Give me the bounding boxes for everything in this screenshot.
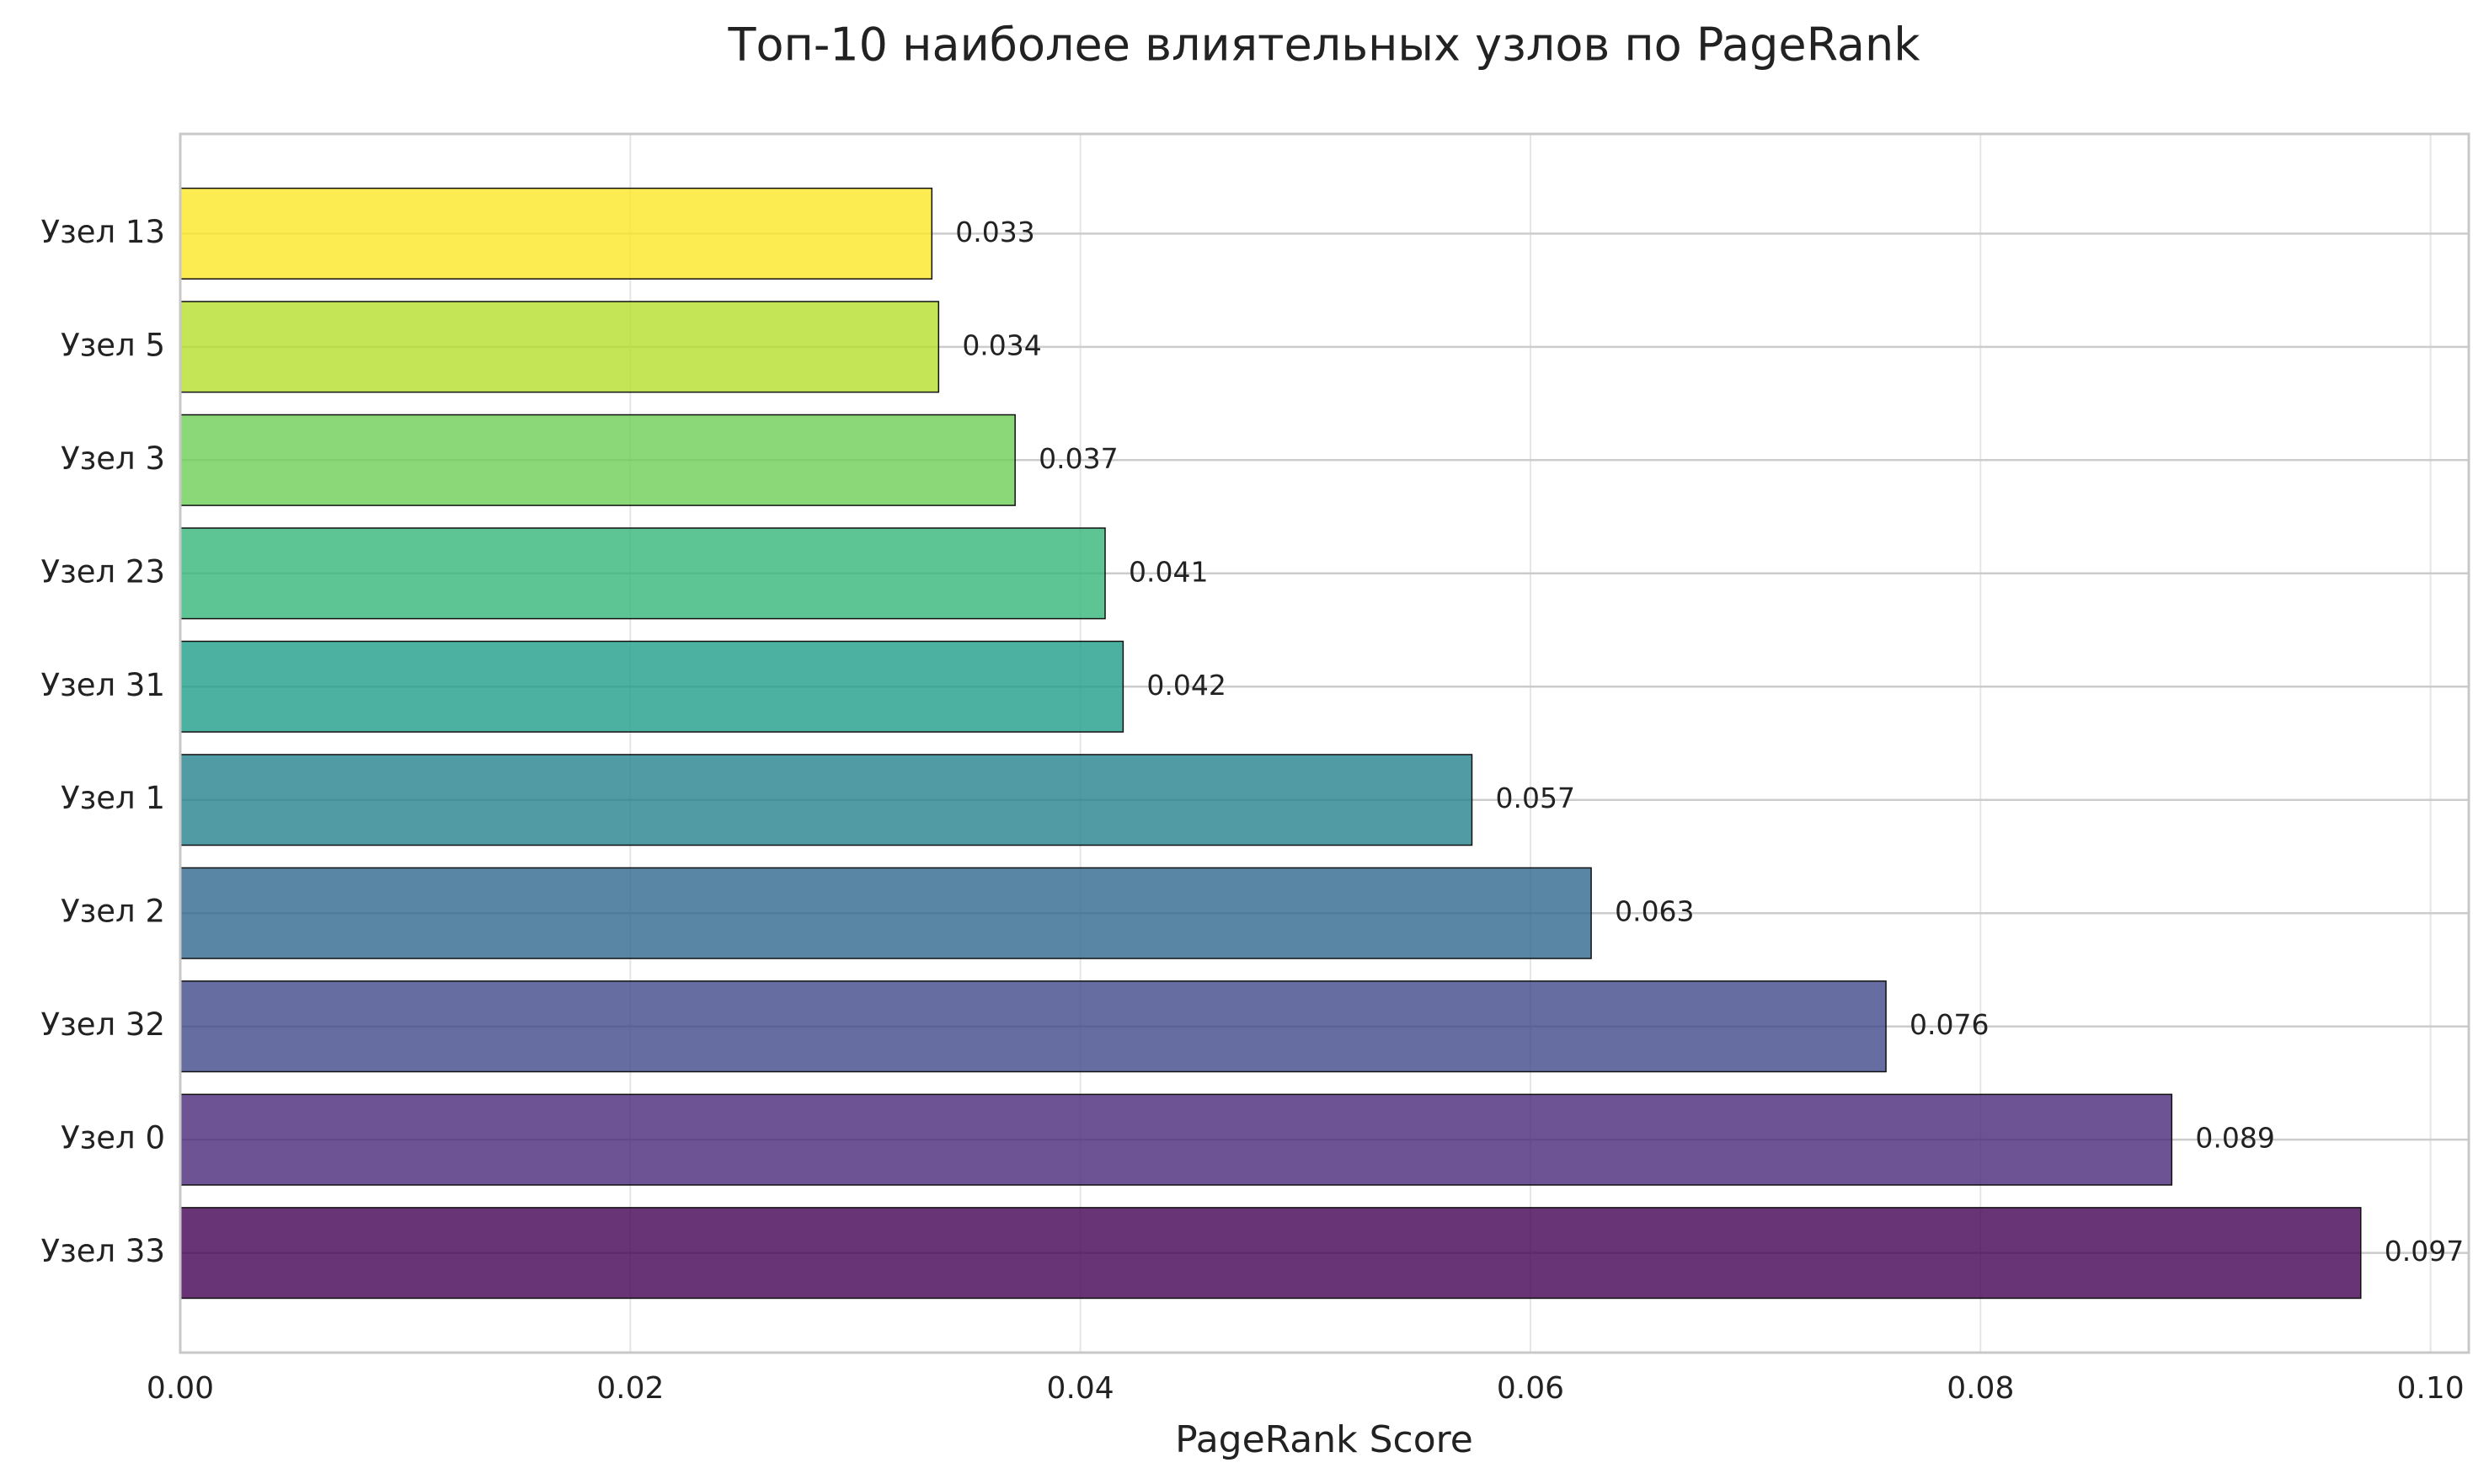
bar [179,1093,2173,1186]
y-tick-label: Узел 3 [61,440,165,477]
y-tick-label: Узел 31 [41,667,165,703]
bar [179,1207,2362,1300]
bar [179,754,1473,846]
y-tick-label: Узел 5 [61,327,165,363]
bar [179,640,1124,733]
chart-title: Топ-10 наиболее влиятельных узлов по Pag… [727,19,1920,72]
value-label: 0.037 [1039,442,1118,475]
x-tick-label: 0.04 [1047,1371,1114,1406]
value-label: 0.097 [2385,1235,2464,1268]
value-label: 0.057 [1495,782,1574,814]
value-label: 0.033 [955,216,1034,248]
y-tick-label: Узел 33 [41,1233,165,1269]
bar [179,527,1106,620]
y-tick-label: Узел 0 [61,1120,165,1156]
bar [179,301,940,393]
x-tick-label: 0.08 [1947,1371,2014,1406]
x-tick-label: 0.10 [2397,1371,2465,1406]
x-axis-label: PageRank Score [1175,1418,1473,1461]
y-tick-label: Узел 32 [41,1006,165,1043]
value-label: 0.063 [1615,895,1694,928]
x-tick-label: 0.06 [1497,1371,1564,1406]
value-label: 0.034 [962,328,1041,361]
x-tick-label: 0.00 [147,1371,214,1406]
y-tick-label: Узел 23 [41,553,165,590]
x-tick-label: 0.02 [596,1371,664,1406]
bar [179,980,1887,1073]
y-tick-label: Узел 13 [41,214,165,250]
bar [179,414,1016,506]
value-label: 0.076 [1909,1008,1989,1041]
y-tick-label: Узел 1 [61,780,165,816]
value-label: 0.041 [1129,555,1208,588]
y-tick-label: Узел 2 [61,894,165,930]
value-label: 0.042 [1146,669,1226,702]
value-label: 0.089 [2195,1122,2274,1155]
bar [179,187,933,280]
plot-frame [179,132,2470,1354]
bar [179,867,1592,959]
